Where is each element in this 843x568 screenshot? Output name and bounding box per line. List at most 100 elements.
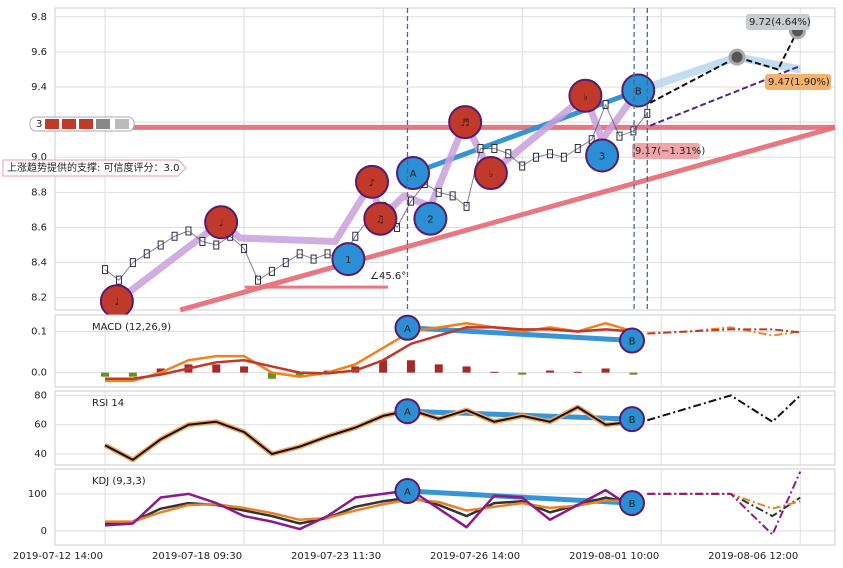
x-tick-label: 2019-08-01 10:00 — [569, 551, 659, 562]
badge-icon — [115, 119, 129, 129]
y-tick-label: 9.4 — [31, 82, 47, 93]
callout-label: 9.72(4.64%) — [749, 17, 811, 28]
marker-label: ♪ — [369, 178, 375, 189]
y-tick-label: 9.8 — [31, 12, 47, 23]
forecast-line — [647, 492, 801, 518]
y-tick-label: 60 — [34, 420, 47, 431]
y-tick-label: 8.6 — [31, 222, 47, 233]
indicator-line — [104, 406, 634, 461]
macd-bar — [601, 368, 610, 373]
marker-label: A — [404, 487, 411, 498]
x-tick-label: 2019-07-18 09:30 — [152, 551, 242, 562]
marker — [448, 105, 483, 140]
marker-label: A — [404, 324, 411, 335]
marker — [619, 406, 646, 433]
panel-title: MACD (12,26,9) — [92, 322, 171, 333]
macd-bar — [101, 372, 110, 377]
y-tick-label: 0.0 — [31, 368, 47, 379]
macd-bar — [462, 366, 471, 373]
macd-bar — [267, 372, 276, 379]
y-tick-label: 0.1 — [31, 326, 47, 337]
badge-icon — [45, 119, 59, 129]
y-tick-label: 40 — [34, 449, 47, 460]
y-tick-label: 8.8 — [31, 187, 47, 198]
marker — [473, 156, 508, 191]
marker-label: ♫ — [376, 215, 385, 226]
marker-label: ♭ — [583, 92, 588, 103]
indicator-line — [104, 488, 635, 531]
macd-bar — [156, 368, 165, 373]
y-tick-label: 100 — [28, 489, 47, 500]
marker — [619, 327, 646, 354]
y-tick-label: 9.0 — [31, 152, 47, 163]
price-callout — [765, 74, 831, 90]
forecast-line — [647, 394, 801, 423]
forecast-line — [647, 471, 802, 536]
marker — [331, 242, 366, 277]
marker-label: A — [404, 407, 411, 418]
macd-bar — [212, 364, 221, 373]
badge-text: 3 — [36, 119, 42, 130]
macd-bar — [295, 372, 304, 377]
marker — [355, 164, 390, 199]
marker-label: A — [410, 169, 417, 180]
indicator-line — [104, 496, 634, 525]
angle-text: ∠45.6° — [370, 271, 406, 282]
callout-label: 9.17(−1.31%) — [635, 146, 705, 157]
callout-label: 9.47(1.90%) — [768, 77, 830, 88]
marker-label: B — [629, 499, 636, 510]
support-text: 上涨趋势提供的支撑: 可信度评分：3.0 — [7, 161, 179, 174]
marker-label: 1 — [345, 255, 351, 266]
forecast-line — [649, 30, 799, 104]
y-tick-label: 0 — [41, 526, 47, 537]
marker-label: ♩ — [219, 218, 224, 229]
marker — [394, 398, 421, 425]
marker — [363, 201, 398, 236]
macd-bar — [128, 372, 137, 377]
y-tick-label: 8.4 — [31, 258, 47, 269]
marker-label: ♩ — [115, 297, 120, 308]
marker — [394, 478, 421, 505]
marker-label: B — [629, 415, 636, 426]
indicator-line — [105, 326, 634, 381]
macd-bar — [629, 372, 638, 375]
y-tick-label: 8.2 — [31, 293, 47, 304]
y-tick-label: 9.6 — [31, 47, 47, 58]
trend-line — [407, 325, 633, 344]
marker-label: B — [635, 87, 642, 98]
forecast-line — [647, 328, 801, 335]
price-callout — [632, 143, 700, 159]
macd-bar — [490, 371, 499, 373]
badge-icon — [79, 119, 93, 129]
macd-bar — [406, 360, 415, 373]
badge-icon — [96, 119, 110, 129]
macd-bar — [573, 371, 582, 373]
badge-icon — [62, 119, 76, 129]
macd-bar — [240, 366, 249, 373]
marker-label: 3 — [599, 151, 605, 162]
indicator-line — [105, 321, 634, 383]
panel-title: RSI 14 — [92, 398, 124, 409]
marker — [396, 156, 431, 191]
x-tick-label: 2019-07-26 14:00 — [430, 551, 520, 562]
marker — [394, 314, 421, 341]
macd-bar — [379, 360, 388, 373]
panel-title: KDJ (9,3,3) — [92, 476, 146, 487]
marker — [413, 201, 448, 236]
support-box — [2, 159, 187, 177]
x-tick-label: 2019-07-23 11:30 — [291, 551, 381, 562]
marker — [204, 205, 239, 240]
x-tick-label: 2019-08-06 12:00 — [708, 551, 798, 562]
y-tick-label: 80 — [34, 390, 47, 401]
marker — [621, 73, 656, 108]
macd-bar — [518, 372, 527, 375]
marker-label: 2 — [427, 215, 433, 226]
marker — [568, 78, 603, 113]
indicator-line — [105, 498, 634, 523]
marker-label: B — [629, 337, 636, 348]
marker-label: ♭ — [489, 169, 494, 180]
macd-bar — [434, 364, 443, 373]
marker — [619, 490, 646, 517]
marker — [585, 138, 620, 173]
